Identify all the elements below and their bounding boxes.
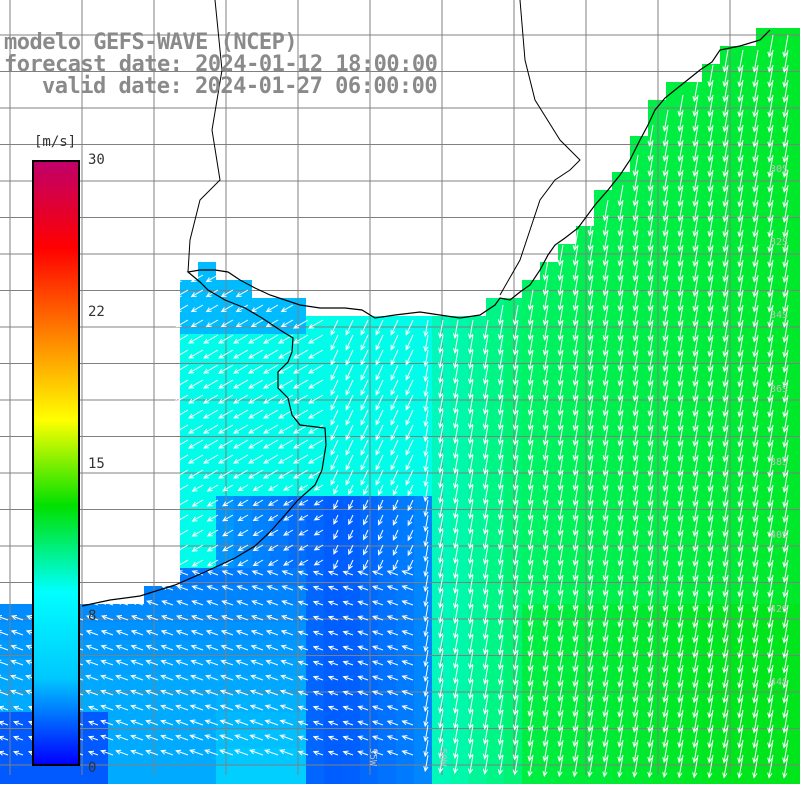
forecast-date: forecast date: 2024-01-12 18:00:00 bbox=[4, 52, 438, 77]
colorbar-tick-0: 0 bbox=[88, 760, 97, 776]
lon-label: 50W bbox=[437, 748, 448, 767]
lat-label: 34S bbox=[770, 310, 788, 321]
coastline bbox=[81, 29, 771, 607]
wind-arrows bbox=[0, 34, 789, 779]
lat-label: 42S bbox=[770, 604, 788, 615]
lat-label: 32S bbox=[770, 237, 788, 248]
lon-label: 55W bbox=[367, 748, 378, 767]
colorbar-tick-15: 15 bbox=[88, 456, 105, 472]
colorbar-tick-30: 30 bbox=[88, 152, 105, 168]
valid-date: valid date: 2024-01-27 06:00:00 bbox=[42, 74, 438, 99]
land-borders bbox=[187, 0, 581, 296]
lat-label: 38S bbox=[770, 457, 788, 468]
lat-label: 40S bbox=[770, 530, 788, 541]
colorbar bbox=[32, 160, 80, 766]
colorbar-unit: [m/s] bbox=[34, 134, 77, 150]
lat-label: 44S bbox=[770, 677, 788, 688]
colorbar-tick-8: 8 bbox=[88, 608, 97, 624]
lat-label: 36S bbox=[770, 384, 788, 395]
colorbar-tick-22: 22 bbox=[88, 304, 105, 320]
lat-label: 30S bbox=[770, 164, 788, 175]
model-title: modelo GEFS-WAVE (NCEP) bbox=[4, 30, 298, 55]
